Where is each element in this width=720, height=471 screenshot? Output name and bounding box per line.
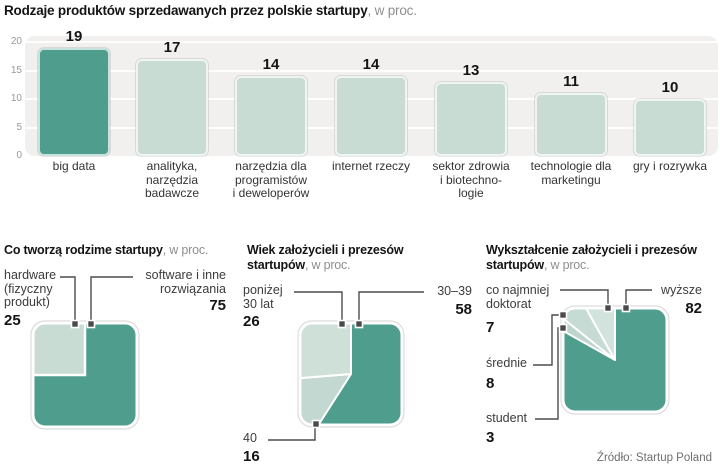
bar-value-label: 14 bbox=[362, 56, 380, 74]
bar-category-label: sektor zdrowia i biotechno-logie bbox=[432, 159, 510, 200]
y-axis-tick: 15 bbox=[10, 64, 22, 76]
y-axis-tick: 20 bbox=[10, 36, 22, 47]
marker-doctorate bbox=[603, 303, 613, 313]
label-student: student bbox=[486, 411, 528, 425]
value-secondary: 8 bbox=[486, 375, 495, 392]
square-border bbox=[31, 321, 139, 429]
bar bbox=[634, 99, 706, 156]
label-hardware: hardware (fizyczny produkt) bbox=[4, 268, 57, 309]
value-40: 16 bbox=[243, 448, 260, 465]
chart-title-suffix: , w proc. bbox=[367, 3, 417, 18]
label-secondary: średnie bbox=[486, 356, 527, 370]
y-axis-tick: 10 bbox=[10, 93, 22, 104]
panel-education-title: Wykształcenie założycieli i prezesów star… bbox=[486, 243, 697, 272]
bar bbox=[335, 76, 407, 156]
label-40: 40 bbox=[243, 431, 257, 445]
bar-category-label: gry i rozrywka bbox=[632, 159, 707, 173]
bar bbox=[435, 81, 507, 156]
y-axis-tick: 5 bbox=[16, 121, 22, 133]
value-30-39: 58 bbox=[455, 301, 472, 318]
square-chart-build bbox=[30, 320, 140, 430]
segment-co najmniej doktorat bbox=[584, 308, 616, 361]
segment-poniżej 30 lat bbox=[300, 323, 352, 380]
segment-wyższe bbox=[563, 308, 667, 412]
connector-under30 bbox=[294, 291, 343, 320]
gridline bbox=[25, 41, 718, 43]
value-under30: 26 bbox=[243, 313, 260, 330]
marker-30-39 bbox=[354, 319, 364, 329]
label-higher: wyższe bbox=[661, 283, 702, 297]
chart-title: Rodzaje produktów sprzedawanych przez po… bbox=[4, 3, 417, 18]
segment-hardware (fizyczny produkt) bbox=[33, 323, 87, 377]
connector-hardware bbox=[60, 276, 76, 320]
marker-hardware bbox=[70, 319, 80, 329]
square-outline bbox=[297, 320, 405, 428]
y-axis-tick: 0 bbox=[16, 150, 22, 161]
square-chart-age bbox=[297, 320, 405, 428]
panel-build-title: Co tworzą rodzime startupy, w proc. bbox=[4, 243, 209, 257]
connector-40 bbox=[268, 427, 316, 441]
label-under30: poniżej 30 lat bbox=[243, 283, 283, 311]
bar-value-label: 19 bbox=[65, 27, 83, 45]
bar bbox=[38, 47, 110, 156]
square-outline bbox=[30, 320, 140, 430]
square-border bbox=[561, 306, 669, 414]
value-hardware: 25 bbox=[4, 312, 21, 329]
value-higher: 82 bbox=[685, 300, 702, 317]
bar bbox=[535, 93, 607, 156]
label-30-39: 30–39 bbox=[437, 284, 472, 298]
marker-software bbox=[86, 319, 96, 329]
label-software: software i inne rozwiązania bbox=[145, 268, 226, 296]
bar-value-label: 11 bbox=[563, 73, 579, 91]
bar-category-label: internet rzeczy bbox=[331, 159, 411, 173]
segment-30–39 bbox=[300, 323, 402, 425]
segment-40 bbox=[300, 373, 352, 425]
label-doctorate: co najmniej doktorat bbox=[486, 283, 550, 311]
value-doctorate: 7 bbox=[486, 319, 495, 336]
bar bbox=[235, 76, 307, 156]
marker-40 bbox=[311, 419, 321, 429]
segment-średnie bbox=[563, 308, 616, 361]
value-student: 3 bbox=[486, 429, 495, 446]
bar-value-label: 17 bbox=[163, 39, 181, 57]
connector-student bbox=[535, 327, 560, 420]
square-chart-education bbox=[560, 305, 670, 415]
square-outline bbox=[560, 305, 670, 415]
value-software: 75 bbox=[209, 297, 226, 314]
source-credit: Źródło: Startup Poland bbox=[596, 452, 712, 464]
marker-higher bbox=[621, 303, 631, 313]
bar-category-label: big data bbox=[52, 159, 96, 173]
marker-student bbox=[558, 323, 568, 333]
connector-secondary bbox=[533, 314, 560, 366]
bar-value-label: 10 bbox=[661, 79, 679, 96]
bar-value-label: 14 bbox=[262, 56, 280, 74]
bar-category-label: technologie dla marketingu bbox=[530, 159, 612, 187]
segment-software i inne rozwiązania bbox=[33, 323, 137, 427]
square-border bbox=[298, 321, 404, 427]
bar-category-label: analityka, narzędzia badawcze bbox=[144, 159, 200, 200]
gridline bbox=[25, 69, 718, 72]
bar bbox=[136, 59, 208, 156]
chart-title-bold: Rodzaje produktów sprzedawanych przez po… bbox=[4, 3, 368, 18]
bar-value-label: 13 bbox=[462, 61, 480, 79]
bar-category-label: narzędzia dla programistów i deweloperów bbox=[232, 159, 310, 200]
marker-under30 bbox=[337, 319, 347, 329]
segment-student bbox=[563, 317, 616, 361]
panel-age-title: Wiek założycieli i prezesów startupów, w … bbox=[247, 243, 404, 272]
edge-markers bbox=[70, 303, 631, 429]
connector-doctorate bbox=[560, 289, 609, 305]
marker-secondary bbox=[558, 310, 568, 320]
